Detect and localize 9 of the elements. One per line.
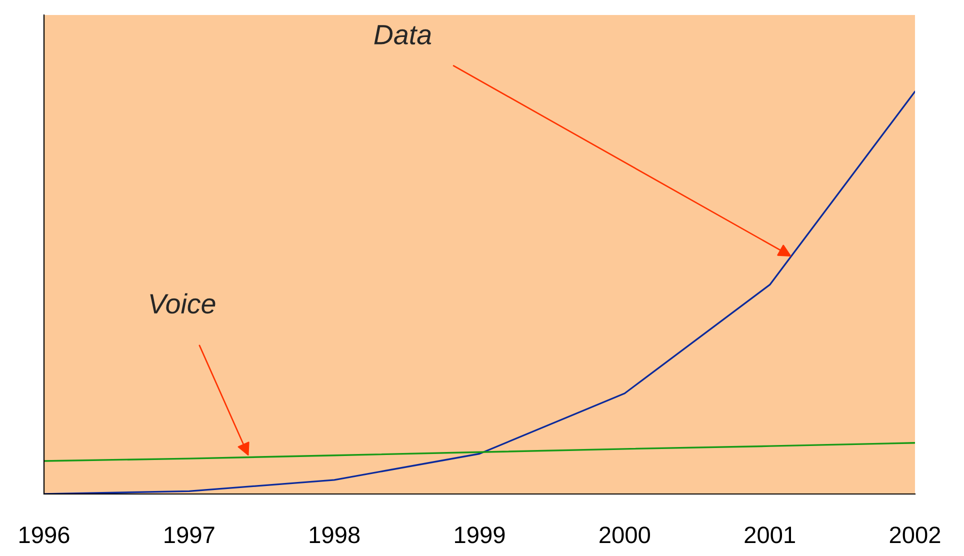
x-tick-label: 1999 [455, 526, 505, 544]
x-tick-label: 1996 [20, 526, 70, 544]
x-tick-label: 1998 [310, 526, 360, 544]
annotation: Voice [150, 293, 216, 314]
x-tick-label: 2002 [890, 526, 940, 544]
x-tick-label: 2000 [600, 526, 650, 544]
x-tick-label: 1997 [164, 526, 214, 544]
annotation: Data [374, 25, 432, 45]
x-tick-label: 2001 [744, 526, 795, 544]
